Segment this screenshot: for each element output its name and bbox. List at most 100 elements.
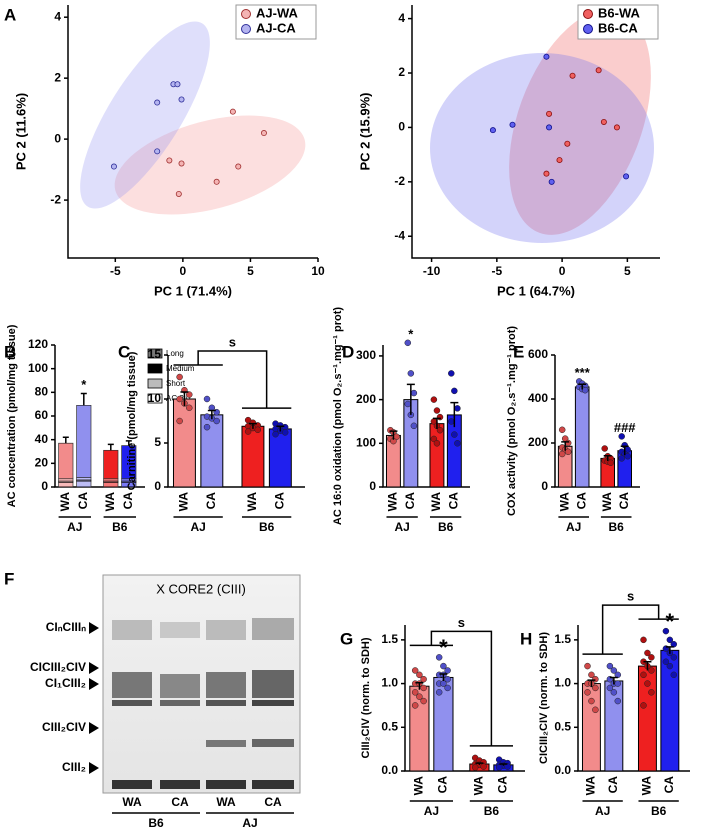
band-label: CIII₂ bbox=[62, 760, 86, 774]
significance-label: s bbox=[458, 615, 465, 630]
point bbox=[606, 684, 614, 692]
bar-segment bbox=[103, 478, 119, 482]
significance-label: * bbox=[439, 635, 448, 660]
point bbox=[610, 667, 618, 674]
axis-line bbox=[67, 5, 318, 259]
y-tick-label: 40 bbox=[35, 432, 49, 446]
y-axis-label: PC 2 (11.6%) bbox=[13, 93, 28, 170]
y-tick-label: 100 bbox=[356, 435, 376, 449]
panel-letter: E bbox=[513, 342, 524, 361]
y-tick-label: 120 bbox=[28, 337, 48, 351]
error-bar bbox=[62, 436, 69, 444]
confidence-ellipse bbox=[430, 53, 654, 243]
point bbox=[548, 178, 555, 185]
group-label: AJ bbox=[190, 520, 205, 534]
point bbox=[543, 53, 550, 60]
point bbox=[648, 667, 655, 674]
point bbox=[495, 764, 503, 771]
point bbox=[420, 675, 427, 683]
point bbox=[254, 426, 262, 434]
y-tick-label: 0.0 bbox=[381, 763, 398, 777]
band bbox=[112, 700, 152, 706]
confidence-ellipse bbox=[80, 21, 210, 209]
point bbox=[584, 689, 591, 696]
panel-letters: A B C D E F G H bbox=[4, 5, 532, 648]
error-bar bbox=[389, 430, 398, 440]
y-tick-label: 4 bbox=[54, 9, 61, 23]
legend-swatch bbox=[147, 393, 163, 404]
point bbox=[244, 428, 252, 435]
point bbox=[546, 124, 553, 131]
lane-label: WA bbox=[216, 795, 236, 809]
point bbox=[110, 163, 117, 170]
band bbox=[160, 622, 200, 638]
point bbox=[546, 110, 553, 117]
group-label: AJ bbox=[242, 816, 257, 830]
legend-swatch bbox=[241, 9, 251, 19]
significance-label: *** bbox=[575, 365, 591, 380]
point bbox=[558, 426, 566, 434]
point bbox=[454, 440, 461, 447]
point bbox=[618, 433, 625, 440]
point bbox=[404, 400, 412, 408]
legend-label: Short bbox=[166, 379, 186, 388]
y-tick-label: 1.5 bbox=[381, 632, 398, 646]
x-tick-label: -5 bbox=[110, 264, 121, 278]
point bbox=[543, 170, 550, 177]
panel-letter: F bbox=[4, 569, 14, 588]
point bbox=[410, 389, 418, 397]
point bbox=[440, 662, 447, 670]
point bbox=[448, 418, 455, 425]
y-axis-label: PC 2 (15.9%) bbox=[357, 92, 372, 170]
point bbox=[588, 697, 595, 705]
point bbox=[614, 680, 622, 687]
point bbox=[436, 413, 444, 421]
bar-segment bbox=[58, 481, 74, 488]
point bbox=[430, 396, 438, 403]
x-tick-label: 10 bbox=[311, 264, 325, 278]
bar bbox=[241, 425, 265, 488]
y-tick-label: 0 bbox=[369, 479, 376, 493]
point bbox=[662, 658, 670, 665]
significance-bracket bbox=[173, 350, 292, 409]
x-axis-label: PC 1 (71.4%) bbox=[154, 283, 232, 298]
point bbox=[435, 689, 443, 696]
legend-swatch bbox=[583, 9, 593, 19]
y-axis-label: COX activity (pmol O₂.s⁻¹.mg⁻¹ prot) bbox=[506, 326, 518, 516]
y-tick-label: 0 bbox=[398, 120, 405, 134]
error-bar bbox=[609, 676, 618, 685]
point bbox=[272, 430, 279, 438]
group-label: B6 bbox=[259, 520, 275, 534]
y-tick-label: 400 bbox=[528, 391, 548, 405]
bar bbox=[581, 683, 601, 772]
point bbox=[166, 157, 173, 164]
error-bar bbox=[587, 679, 596, 688]
point bbox=[670, 654, 678, 661]
y-tick-label: 600 bbox=[528, 347, 548, 361]
x-tick-label: CA bbox=[76, 492, 90, 510]
point bbox=[430, 435, 438, 443]
point bbox=[666, 636, 674, 644]
point bbox=[648, 689, 655, 696]
legend-swatch bbox=[583, 24, 593, 34]
x-axis-label: PC 1 (64.7%) bbox=[497, 283, 575, 298]
y-tick-label: 300 bbox=[356, 348, 376, 362]
point bbox=[606, 662, 614, 670]
error-bar bbox=[643, 660, 652, 671]
significance-label: s bbox=[229, 334, 236, 349]
point bbox=[229, 108, 236, 115]
point bbox=[489, 127, 496, 134]
lane-label: CA bbox=[171, 795, 189, 809]
point bbox=[454, 405, 461, 412]
y-axis-label: Carnitine (pmol/mg tissue) bbox=[126, 351, 138, 490]
point bbox=[411, 689, 419, 696]
band bbox=[160, 674, 200, 698]
x-tick-label: CA bbox=[273, 492, 287, 510]
x-tick-label: -10 bbox=[423, 264, 441, 278]
point bbox=[564, 448, 572, 456]
axis-line bbox=[411, 5, 660, 259]
group-label: B6 bbox=[651, 804, 667, 818]
error-bar bbox=[107, 443, 114, 451]
band bbox=[112, 620, 152, 640]
